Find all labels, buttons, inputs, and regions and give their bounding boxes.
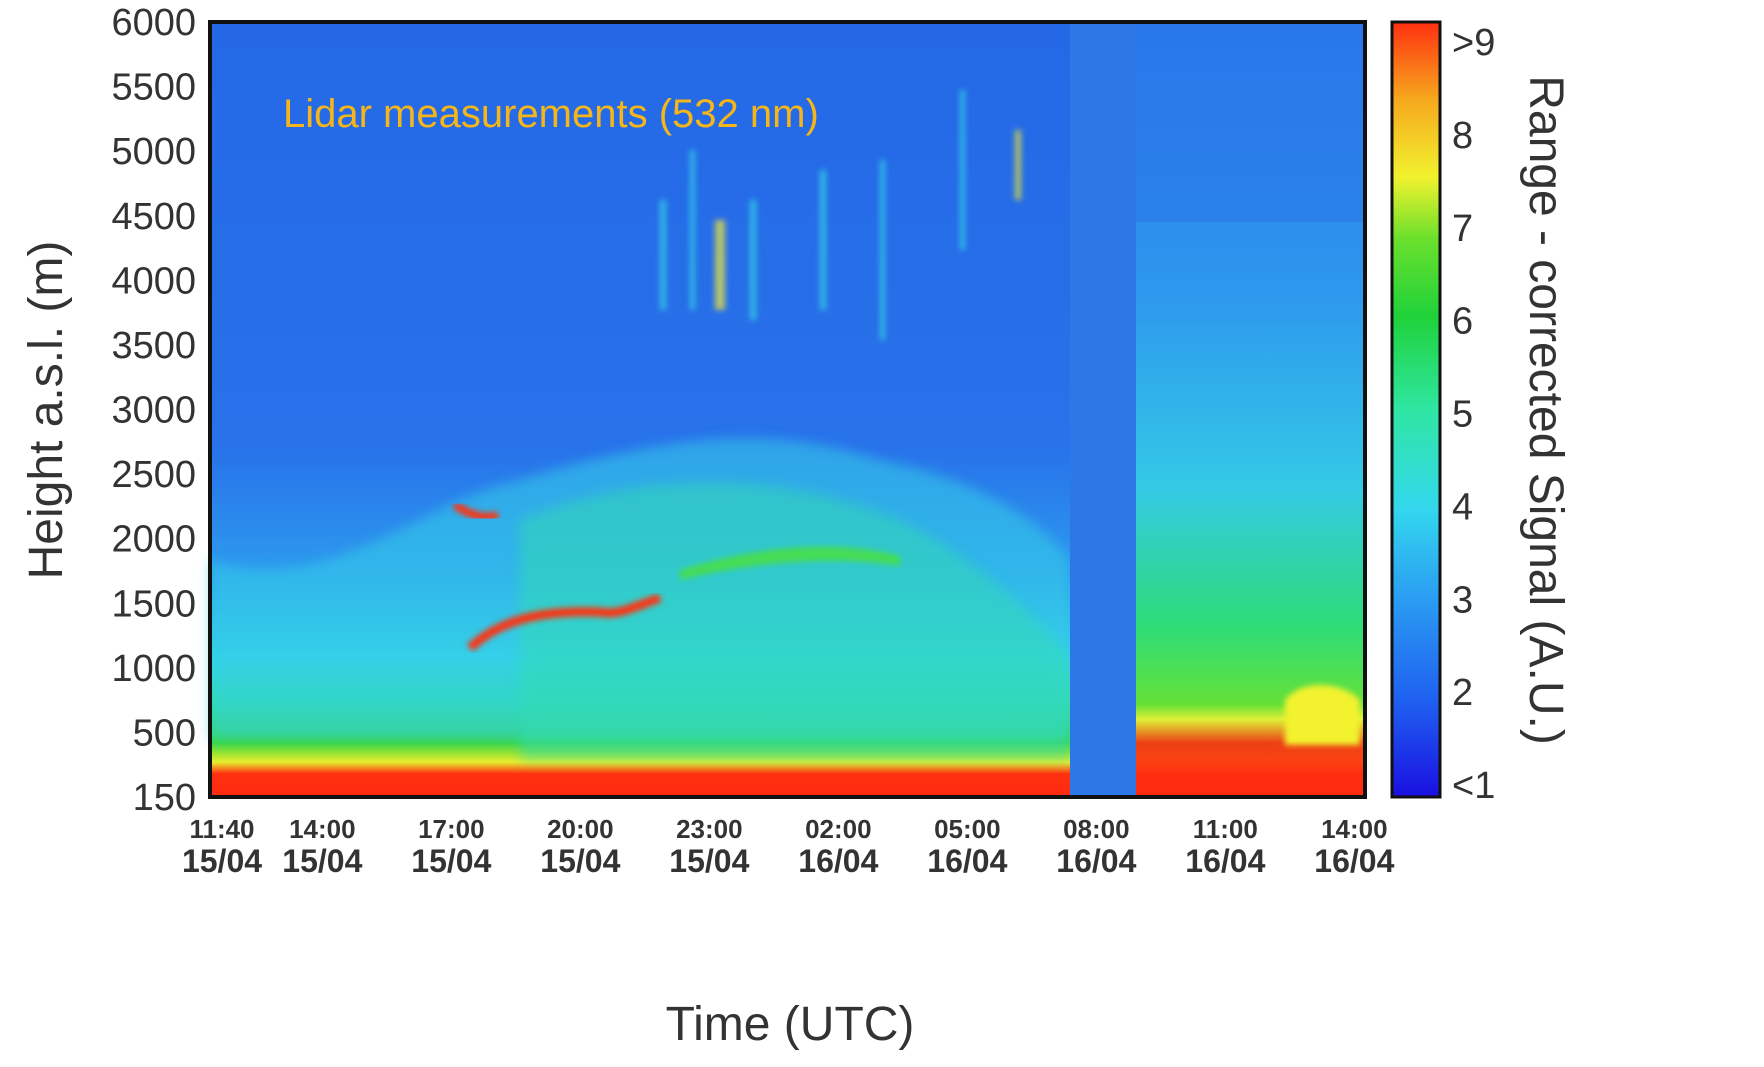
- x-tick-date: 15/04: [282, 843, 362, 879]
- x-tick-time: 05:00: [934, 814, 1001, 844]
- y-tick-label: 4500: [111, 196, 196, 238]
- colorbar-tick-label: 8: [1452, 115, 1473, 157]
- x-tick-date: 16/04: [1185, 843, 1265, 879]
- data-gap: [1070, 22, 1136, 797]
- x-tick-date: 16/04: [798, 843, 878, 879]
- colorbar-tick-label: 4: [1452, 486, 1473, 528]
- x-tick-date: 15/04: [540, 843, 620, 879]
- y-tick-label: 6000: [111, 2, 196, 44]
- colorbar-tick-label: 3: [1452, 579, 1473, 621]
- y-axis-ticks: 6000 5500 5000 4500 4000 3500 3000 2500 2000 1500…: [111, 2, 196, 819]
- x-tick-time: 02:00: [805, 814, 872, 844]
- plot-frame: [208, 20, 1367, 799]
- heatmap-area: [208, 20, 1367, 799]
- x-axis-ticks: 11:4015/0414:0015/0417:0015/0420:0015/04…: [182, 814, 1395, 879]
- x-tick-date: 15/04: [669, 843, 749, 879]
- colorbar-tick-label: 5: [1452, 394, 1473, 436]
- y-tick-label: 1000: [111, 648, 196, 690]
- y-tick-label: 1500: [111, 583, 196, 625]
- y-tick-label: 3000: [111, 390, 196, 432]
- colorbar-tick-label: >9: [1452, 22, 1495, 64]
- x-tick-time: 17:00: [418, 814, 485, 844]
- y-tick-label: 2000: [111, 519, 196, 561]
- y-tick-label: 5000: [111, 131, 196, 173]
- colorbar-tick-label: 7: [1452, 208, 1473, 250]
- y-axis-title: Height a.s.l. (m): [20, 241, 73, 580]
- colorbar: [1390, 20, 1442, 799]
- colorbar-title: Range - corrected Signal (A.U.): [1519, 75, 1572, 745]
- colorbar-tick-label: <1: [1452, 765, 1495, 807]
- x-tick-date: 16/04: [927, 843, 1007, 879]
- colorbar-ticks: >9 8 7 6 5 4 3 2 <1: [1452, 22, 1495, 807]
- plot-title: Lidar measurements (532 nm): [283, 92, 819, 136]
- x-tick-time: 23:00: [676, 814, 743, 844]
- x-tick-date: 16/04: [1056, 843, 1136, 879]
- x-axis-title: Time (UTC): [666, 998, 915, 1051]
- x-tick-time: 14:00: [289, 814, 356, 844]
- colorbar-tick-label: 6: [1452, 301, 1473, 343]
- colorbar-tick-label: 2: [1452, 672, 1473, 714]
- x-tick-time: 20:00: [547, 814, 614, 844]
- y-tick-label: 5500: [111, 67, 196, 109]
- x-tick-date: 15/04: [411, 843, 491, 879]
- x-tick-time: 11:40: [189, 814, 254, 844]
- y-tick-label: 2500: [111, 454, 196, 496]
- y-tick-label: 4000: [111, 260, 196, 302]
- y-tick-label: 3500: [111, 325, 196, 367]
- x-tick-date: 15/04: [182, 843, 262, 879]
- x-tick-time: 11:00: [1193, 814, 1258, 844]
- x-tick-time: 14:00: [1321, 814, 1388, 844]
- x-tick-time: 08:00: [1063, 814, 1130, 844]
- x-tick-date: 16/04: [1314, 843, 1394, 879]
- y-tick-label: 500: [133, 712, 196, 754]
- y-tick-label: 150: [133, 777, 196, 819]
